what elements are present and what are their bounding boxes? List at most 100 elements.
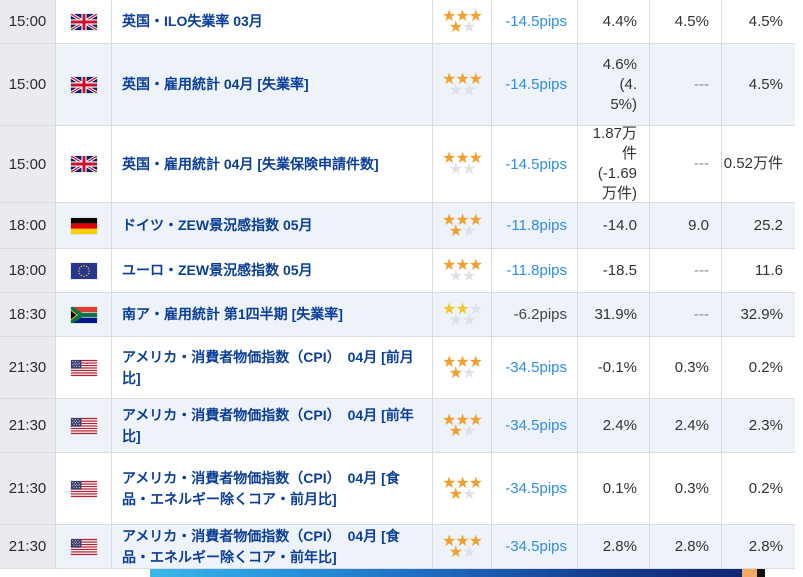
- star-icon: ★: [448, 364, 463, 382]
- importance-stars: ★★★ ★★: [442, 257, 483, 285]
- pips-link[interactable]: -14.5pips: [492, 0, 578, 43]
- flag-gb-icon: [70, 13, 97, 30]
- star-icon: ★: [448, 422, 463, 440]
- forecast-value: 2.4%: [650, 399, 722, 452]
- flag-eu-icon: [70, 262, 97, 279]
- star-icon: ★: [441, 474, 456, 492]
- event-link[interactable]: 英国・ILO失業率 03月: [112, 0, 433, 43]
- star-icon: ★: [448, 311, 463, 329]
- star-icon: ★: [468, 411, 483, 429]
- event-link[interactable]: 英国・雇用統計 04月 [失業保険申請件数]: [112, 126, 433, 202]
- star-icon: ★: [448, 267, 463, 285]
- time-cell: 21:30: [0, 337, 56, 398]
- importance-stars: ★★★ ★★: [441, 150, 483, 178]
- star-icon: ★: [455, 532, 469, 550]
- table-row: 15:00 英国・ILO失業率 03月 ★★★ ★★ -14.5pips 4.4% 4.5%…: [0, 0, 795, 44]
- star-icon: ★: [468, 211, 483, 229]
- banner-strip[interactable]: [150, 569, 765, 577]
- pips-link[interactable]: -34.5pips: [492, 453, 578, 524]
- event-link[interactable]: アメリカ・消費者物価指数（CPI） 04月 [前月比]: [112, 337, 433, 398]
- table-row: 21:30 アメリカ・消費者物価指数（CPI） 04月 [前月比] ★★★ ★★ -34…: [0, 337, 795, 399]
- table-row: 15:00 英国・雇用統計 04月 [失業率] ★★★ ★★ -14.5pips 4.6%…: [0, 44, 795, 126]
- event-link[interactable]: 英国・雇用統計 04月 [失業率]: [112, 44, 433, 125]
- event-link[interactable]: アメリカ・消費者物価指数（CPI） 04月 [前年比]: [112, 399, 433, 452]
- table-row: 18:00 ユーロ・ZEW景況感指数 05月 ★★★ ★★ -11.8pips -18.5…: [0, 249, 795, 293]
- star-icon: ★: [448, 18, 463, 36]
- event-link[interactable]: アメリカ・消費者物価指数（CPI） 04月 [食品・エネルギー除くコア・前月比]: [112, 453, 433, 524]
- previous-value: -14.0: [578, 203, 650, 248]
- forecast-value: ---: [650, 44, 722, 125]
- pips-link[interactable]: -34.5pips: [492, 399, 578, 452]
- star-icon: ★: [462, 267, 476, 285]
- event-link[interactable]: アメリカ・消費者物価指数（CPI） 04月 [食品・エネルギー除くコア・前年比]: [112, 525, 433, 568]
- importance-stars: ★★★ ★★: [441, 7, 483, 36]
- importance-stars: ★★★ ★★: [441, 474, 483, 503]
- flag-cell: [56, 203, 112, 248]
- star-icon: ★: [455, 150, 469, 167]
- pips-link[interactable]: -11.8pips: [492, 203, 578, 248]
- star-icon: ★: [448, 543, 463, 561]
- star-icon: ★: [441, 7, 456, 25]
- pips-link[interactable]: -14.5pips: [492, 44, 578, 125]
- star-icon: ★: [441, 150, 456, 167]
- forecast-value: ---: [650, 293, 722, 336]
- table-row: 15:00 英国・雇用統計 04月 [失業保険申請件数] ★★★ ★★ -14.5pip…: [0, 126, 795, 203]
- previous-value: 31.9%: [578, 293, 650, 336]
- importance-cell: ★★★ ★★: [433, 203, 492, 248]
- importance-cell: ★★★ ★★: [433, 337, 492, 398]
- importance-stars: ★★★ ★★: [442, 301, 483, 329]
- importance-cell: ★★★ ★★: [433, 525, 492, 568]
- previous-value: 2.4%: [578, 399, 650, 452]
- importance-cell: ★★★ ★★: [433, 0, 492, 43]
- forecast-value: 2.8%: [650, 525, 722, 568]
- star-icon: ★: [448, 81, 463, 99]
- star-icon: ★: [441, 211, 456, 229]
- importance-stars: ★★★ ★★: [442, 354, 483, 382]
- time-cell: 15:00: [0, 44, 56, 125]
- star-icon: ★: [462, 364, 476, 382]
- pips-link[interactable]: -34.5pips: [492, 337, 578, 398]
- flag-cell: [56, 0, 112, 43]
- importance-stars: ★★★ ★★: [441, 532, 483, 561]
- star-icon: ★: [455, 70, 469, 88]
- forecast-value: ---: [650, 126, 722, 202]
- star-icon: ★: [462, 222, 476, 240]
- star-icon: ★: [441, 411, 456, 429]
- flag-gb-icon: [70, 156, 97, 172]
- flag-us-icon: [70, 480, 97, 497]
- star-icon: ★: [455, 474, 469, 492]
- event-link[interactable]: 南ア・雇用統計 第1四半期 [失業率]: [112, 293, 433, 336]
- flag-cell: [56, 249, 112, 292]
- result-value: 2.3%: [722, 399, 795, 452]
- importance-stars: ★★★ ★★: [442, 70, 483, 99]
- time-cell: 21:30: [0, 525, 56, 568]
- star-icon: ★: [455, 411, 469, 429]
- flag-cell: [56, 399, 112, 452]
- previous-value: -18.5: [578, 249, 650, 292]
- result-value: 0.52万件: [722, 126, 795, 202]
- pips-link[interactable]: -14.5pips: [492, 126, 578, 202]
- flag-cell: [56, 453, 112, 524]
- table-row: 21:30 アメリカ・消費者物価指数（CPI） 04月 [前年比] ★★★ ★★ -34…: [0, 399, 795, 453]
- time-cell: 18:00: [0, 249, 56, 292]
- pips-link[interactable]: -34.5pips: [492, 525, 578, 568]
- time-cell: 15:00: [0, 126, 56, 202]
- star-icon: ★: [455, 7, 469, 25]
- result-value: 2.8%: [722, 525, 795, 568]
- importance-stars: ★★★ ★★: [441, 211, 483, 240]
- table-row: 18:00 ドイツ・ZEW景況感指数 05月 ★★★ ★★ -11.8pips -14.0…: [0, 203, 795, 249]
- pips-link[interactable]: -11.8pips: [492, 249, 578, 292]
- previous-value: 1.87万件 (-1.69 万件): [578, 126, 650, 202]
- pips-link: -6.2pips: [492, 293, 578, 336]
- star-icon: ★: [468, 532, 483, 550]
- star-icon: ★: [441, 532, 456, 550]
- importance-cell: ★★★ ★★: [433, 126, 492, 202]
- star-icon: ★: [448, 485, 463, 503]
- flag-cell: [56, 44, 112, 125]
- event-link[interactable]: ユーロ・ZEW景況感指数 05月: [112, 249, 433, 292]
- importance-cell: ★★★ ★★: [433, 453, 492, 524]
- importance-cell: ★★★ ★★: [433, 44, 492, 125]
- event-link[interactable]: ドイツ・ZEW景況感指数 05月: [112, 203, 433, 248]
- star-icon: ★: [462, 18, 476, 36]
- result-value: 11.6: [722, 249, 795, 292]
